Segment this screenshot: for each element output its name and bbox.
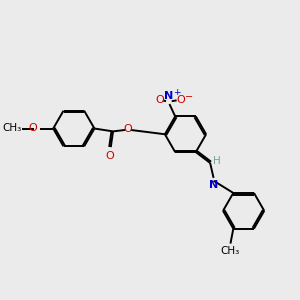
Text: CH₃: CH₃ [2, 123, 22, 133]
Text: CH₃: CH₃ [221, 246, 240, 256]
Text: O: O [28, 123, 37, 133]
Text: H: H [213, 156, 221, 166]
Text: O: O [155, 95, 164, 105]
Text: +: + [173, 88, 181, 98]
Text: O: O [176, 95, 185, 105]
Text: O: O [106, 151, 115, 161]
Text: −: − [185, 92, 193, 102]
Text: N: N [164, 91, 173, 101]
Text: O: O [124, 124, 132, 134]
Text: N: N [209, 180, 218, 190]
